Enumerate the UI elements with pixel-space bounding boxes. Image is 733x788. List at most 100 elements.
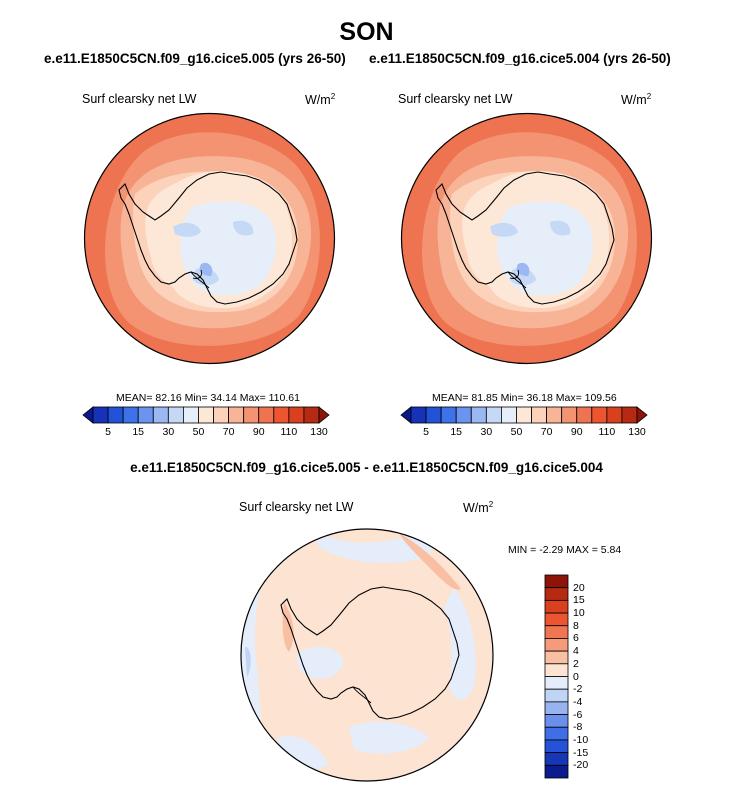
colorbar-box [546, 406, 563, 424]
colorbar-box [591, 406, 608, 424]
colorbar-box [152, 406, 169, 424]
colorbar-tick-label: 15 [132, 426, 145, 438]
colorbar-box [318, 406, 330, 424]
colorbar-tick-label: 5 [423, 426, 429, 438]
colorbar-tick-label: 50 [510, 426, 523, 438]
colorbar-box [544, 764, 569, 779]
colorbar-tick-label: -10 [573, 733, 589, 746]
panel-2-units-label: W/m2 [621, 92, 652, 107]
colorbar-box [455, 406, 472, 424]
colorbar-tick-label: 10 [573, 607, 585, 620]
colorbar-difference [544, 574, 569, 779]
panel-2-stats: MEAN= 81.85 Min= 36.18 Max= 109.56 [432, 392, 617, 404]
colorbar-tick-label: 5 [105, 426, 111, 438]
panel-1-variable-label: Surf clearsky net LW [82, 92, 197, 106]
colorbar-box [410, 406, 427, 424]
case-title-left: e.e11.E1850C5CN.f09_g16.cice5.005 (yrs 2… [44, 51, 346, 66]
colorbar-box [501, 406, 517, 424]
colorbar-panel-1 [82, 406, 330, 424]
colorbar-box [621, 406, 638, 424]
colorbar-tick-label: 20 [573, 581, 585, 594]
colorbar-box [485, 406, 502, 424]
colorbar-box [107, 406, 124, 424]
case-title-right: e.e11.E1850C5CN.f09_g16.cice5.004 (yrs 2… [369, 51, 671, 66]
colorbar-tick-label: -6 [573, 708, 583, 721]
colorbar-tick-label: -15 [573, 746, 589, 759]
diff-variable-label: Surf clearsky net LW [239, 500, 354, 514]
panel-2-variable-label: Surf clearsky net LW [398, 92, 513, 106]
polar-map-panel-1 [83, 112, 336, 365]
colorbar-box [92, 406, 109, 424]
colorbar-tick-label: -4 [573, 695, 583, 708]
colorbar-box [544, 663, 569, 677]
polar-map-difference [240, 528, 494, 782]
colorbar-box [606, 406, 623, 424]
colorbar-tick-label: 15 [573, 594, 585, 607]
colorbar-tick-label: 110 [280, 426, 298, 438]
colorbar-tick-label: 130 [310, 426, 328, 438]
colorbar-box [544, 688, 569, 703]
colorbar-box [243, 406, 260, 424]
colorbar-tick-label: 6 [573, 632, 579, 645]
colorbar-box [544, 612, 569, 627]
colorbar-box [167, 406, 184, 424]
colorbar-tick-label: -8 [573, 721, 583, 734]
colorbar-box [544, 726, 569, 741]
colorbar-box [440, 406, 457, 424]
polar-map-panel-2 [400, 112, 653, 365]
colorbar-box [82, 406, 94, 424]
colorbar-box [636, 406, 648, 424]
colorbar-box [561, 406, 578, 424]
colorbar-difference-ticks: 20 15 10 8 6 4 2 0 -2 -4 -6 -8 -10 -15 -20 [573, 575, 613, 778]
colorbar-tick-label: 70 [222, 426, 235, 438]
difference-title: e.e11.E1850C5CN.f09_g16.cice5.005 - e.e1… [130, 460, 603, 475]
colorbar-tick-label: 15 [450, 426, 463, 438]
colorbar-box [198, 406, 214, 424]
colorbar-tick-label: -2 [573, 683, 583, 696]
colorbar-tick-label: 50 [192, 426, 205, 438]
colorbar-panel-2 [400, 406, 648, 424]
panel-1-units-label: W/m2 [305, 92, 336, 107]
colorbar-box [183, 406, 199, 424]
colorbar-box [531, 406, 548, 424]
colorbar-box [544, 574, 569, 589]
colorbar-box [122, 406, 139, 424]
colorbar-tick-label: 30 [162, 426, 175, 438]
colorbar-box [544, 676, 569, 690]
colorbar-box [544, 739, 569, 754]
colorbar-panel-2-ticks: 5 15 30 50 70 90 110 130 [401, 426, 647, 440]
colorbar-box [544, 714, 569, 728]
colorbar-tick-label: 2 [573, 657, 579, 670]
diff-stats: MIN = -2.29 MAX = 5.84 [508, 544, 622, 556]
colorbar-tick-label: 4 [573, 645, 579, 658]
colorbar-tick-label: 0 [573, 670, 579, 683]
colorbar-box [544, 638, 569, 652]
panel-1-stats: MEAN= 82.16 Min= 34.14 Max= 110.61 [116, 392, 300, 404]
colorbar-box [137, 406, 154, 424]
colorbar-box [516, 406, 532, 424]
colorbar-tick-label: 130 [628, 426, 646, 438]
colorbar-box [288, 406, 305, 424]
colorbar-tick-label: 90 [570, 426, 583, 438]
colorbar-box [544, 599, 569, 614]
colorbar-tick-label: 8 [573, 619, 579, 632]
colorbar-panel-1-ticks: 5 15 30 50 70 90 110 130 [83, 426, 329, 440]
colorbar-box [544, 650, 569, 665]
colorbar-box [544, 752, 569, 766]
colorbar-tick-label: 110 [598, 426, 616, 438]
colorbar-box [303, 406, 320, 424]
colorbar-box [213, 406, 230, 424]
colorbar-box [470, 406, 487, 424]
colorbar-box [400, 406, 412, 424]
colorbar-box [258, 406, 275, 424]
colorbar-tick-label: -20 [573, 759, 589, 772]
colorbar-box [544, 701, 569, 715]
colorbar-box [544, 625, 569, 639]
colorbar-box [425, 406, 442, 424]
colorbar-box [228, 406, 245, 424]
colorbar-box [576, 406, 593, 424]
colorbar-tick-label: 90 [252, 426, 265, 438]
colorbar-tick-label: 30 [480, 426, 493, 438]
colorbar-box [544, 587, 569, 601]
colorbar-box [273, 406, 290, 424]
